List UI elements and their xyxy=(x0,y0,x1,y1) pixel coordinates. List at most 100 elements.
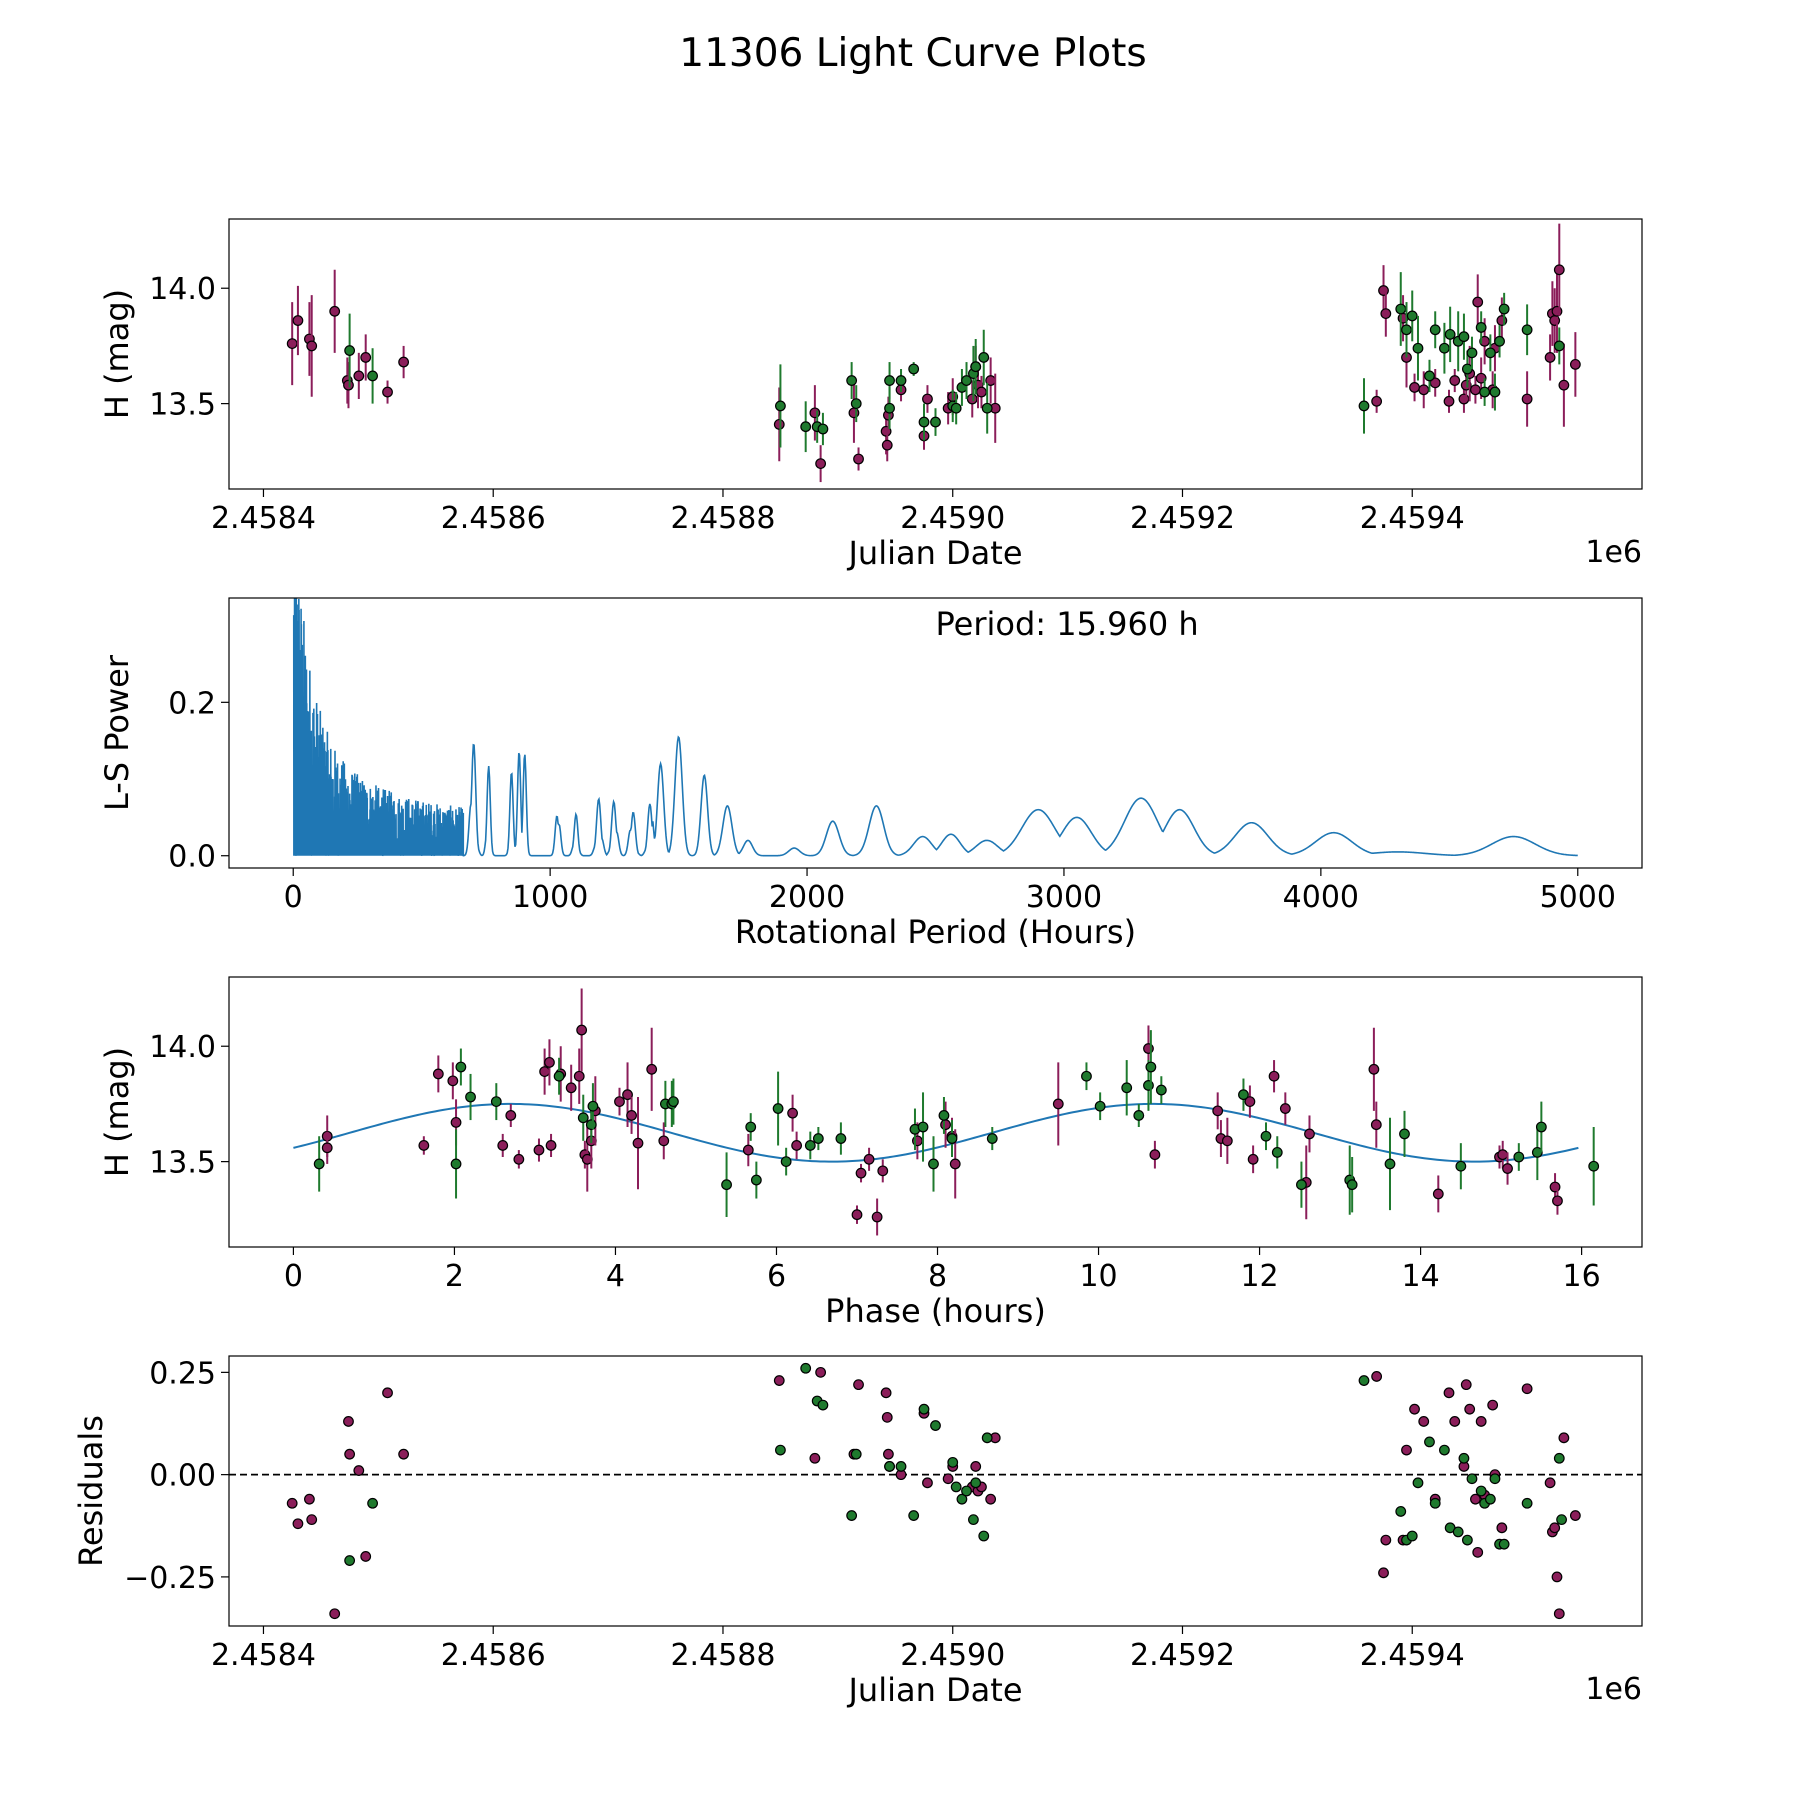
data-point xyxy=(1378,1567,1389,1579)
data-point xyxy=(850,398,862,410)
y-tick-label: 0.00 xyxy=(149,1459,216,1494)
x-tick-label: 0 xyxy=(284,880,303,915)
data-point xyxy=(884,375,895,386)
panel-periodogram: 0 1000 2000 3000 4000 5000 0.0 0.2 Rotational Pe… xyxy=(98,597,1643,951)
data-point xyxy=(817,423,829,435)
data-point xyxy=(1155,1084,1167,1096)
data-point xyxy=(1489,386,1501,398)
data-point xyxy=(360,1551,372,1562)
data-point xyxy=(1429,1497,1441,1509)
data-point xyxy=(1371,1371,1383,1382)
data-point xyxy=(1552,1195,1563,1207)
data-point xyxy=(1418,1416,1430,1427)
data-point xyxy=(1551,305,1563,317)
data-point xyxy=(745,1121,757,1133)
data-point xyxy=(981,402,993,414)
data-point xyxy=(884,1461,895,1472)
data-point xyxy=(970,361,982,373)
data-point xyxy=(1460,379,1472,391)
data-point xyxy=(817,1399,829,1411)
data-point xyxy=(928,1158,939,1170)
data-point xyxy=(646,1063,658,1075)
data-point xyxy=(1304,1128,1315,1140)
data-point xyxy=(1535,1121,1547,1133)
data-point xyxy=(1521,393,1533,405)
data-point xyxy=(1401,1444,1412,1456)
y-axis-label: L-S Power xyxy=(98,654,136,811)
data-point xyxy=(321,1142,333,1154)
x-tick-label: 6 xyxy=(767,1259,786,1294)
axes-frame xyxy=(228,218,1643,490)
data-point xyxy=(1399,1128,1410,1140)
data-point xyxy=(658,1135,670,1147)
data-point xyxy=(313,1158,325,1170)
data-point xyxy=(800,421,812,433)
data-point xyxy=(938,1110,950,1121)
data-point xyxy=(329,1608,341,1620)
x-tick-label: 2.4592 xyxy=(1130,1638,1235,1673)
data-point xyxy=(922,393,933,405)
data-point xyxy=(360,352,372,363)
data-point xyxy=(881,1411,893,1423)
y-tick-label: 0.2 xyxy=(168,686,216,721)
x-axis-label: Phase (hours) xyxy=(825,1292,1046,1330)
x-tick-label: 12 xyxy=(1240,1259,1278,1294)
data-point xyxy=(1553,264,1565,276)
data-point xyxy=(895,1461,907,1472)
y-tick-label: 14.0 xyxy=(149,1030,216,1065)
data-point xyxy=(966,393,978,405)
data-point xyxy=(880,1387,892,1399)
y-axis-label: H (mag) xyxy=(98,1047,136,1177)
data-point xyxy=(1212,1105,1224,1117)
data-point xyxy=(1502,1163,1513,1174)
data-point xyxy=(539,1066,551,1078)
data-point xyxy=(780,1156,792,1168)
data-point xyxy=(773,418,785,430)
data-point xyxy=(775,400,786,412)
data-point xyxy=(1484,347,1496,359)
data-point xyxy=(1412,1477,1424,1489)
x-tick-label: 2.4584 xyxy=(211,501,316,536)
data-point xyxy=(1346,1179,1358,1191)
x-tick-label: 4000 xyxy=(1283,880,1359,915)
data-point xyxy=(304,1493,315,1505)
plot-area xyxy=(292,598,1578,857)
data-point xyxy=(881,439,893,451)
data-point xyxy=(1133,1110,1145,1121)
data-point xyxy=(1498,1538,1510,1550)
plot-area xyxy=(286,223,1581,483)
data-point xyxy=(1521,1383,1533,1395)
data-point xyxy=(721,1179,732,1191)
data-point xyxy=(344,345,356,356)
data-point xyxy=(626,1110,637,1121)
data-point xyxy=(1458,1452,1470,1464)
data-point xyxy=(981,1432,993,1444)
data-point xyxy=(545,1140,557,1151)
data-point xyxy=(1244,1096,1256,1108)
data-point xyxy=(1238,1089,1249,1101)
data-point xyxy=(1458,393,1470,405)
data-point xyxy=(1544,352,1556,363)
data-point xyxy=(1458,331,1470,343)
data-point xyxy=(1370,1119,1382,1131)
data-point xyxy=(668,1096,679,1108)
data-point xyxy=(465,1091,476,1103)
data-point xyxy=(1380,1534,1392,1546)
data-point xyxy=(353,370,365,382)
data-point xyxy=(1497,1149,1509,1161)
data-point xyxy=(306,1514,318,1526)
data-point xyxy=(1121,1082,1133,1094)
data-point xyxy=(398,1448,410,1460)
data-point xyxy=(450,1116,462,1128)
panel-phased-curve: 0 2 4 6 8 10 12 14 16 13.5 14.0 Phase (hours) H (mag… xyxy=(98,976,1643,1330)
data-point xyxy=(1380,308,1392,320)
x-axis-label: Julian Date xyxy=(846,1671,1022,1709)
data-point xyxy=(918,416,930,428)
x-offset-label: 1e6 xyxy=(1585,1672,1642,1707)
x-tick-label: 1000 xyxy=(512,880,588,915)
data-point xyxy=(1466,1473,1478,1485)
data-point xyxy=(1247,1153,1259,1165)
data-point xyxy=(544,1056,555,1068)
data-point xyxy=(877,1165,889,1177)
data-point xyxy=(1461,1534,1473,1546)
